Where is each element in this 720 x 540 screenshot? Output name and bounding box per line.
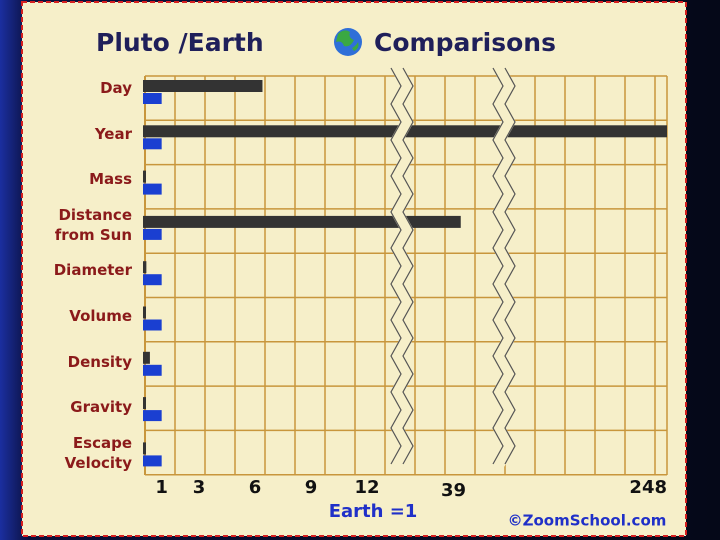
bar [143,93,162,104]
panel [21,1,687,537]
chart-title: Pluto /Earth [96,28,264,57]
bar [143,410,162,422]
bar [143,138,162,150]
bar [143,364,162,376]
bar [143,170,146,183]
bar [143,228,162,240]
axis-break [402,67,414,465]
x-tick-label: 6 [249,477,262,498]
x-tick-label: 12 [354,477,379,498]
bar [143,183,162,195]
bar [143,261,147,274]
bar [143,274,162,286]
bar [143,455,162,467]
category-label: Day [100,79,132,97]
x-axis-label: Earth =1 [329,501,418,522]
bar [143,319,162,331]
category-label: Year [94,124,132,143]
globe-icon [334,28,362,56]
bar [143,306,146,319]
category-label: Escape Velocity [64,433,132,472]
category-label: Mass [89,170,132,189]
category-label: Gravity [70,398,132,417]
category-label: Distance from Sun [54,205,132,244]
x-tick-label: 248 [629,477,667,498]
x-tick-label: 39 [441,480,466,501]
x-tick-label: 9 [305,477,318,498]
axis-break [504,67,516,465]
axis-break [492,67,504,465]
bar [143,351,150,364]
category-label: Diameter [53,261,132,280]
chart-title: Comparisons [374,28,556,57]
bar [143,397,146,410]
category-label: Density [67,352,132,371]
axis-break [492,65,516,467]
axis-break [390,67,402,465]
x-tick-label: 1 [155,477,168,498]
category-label: Volume [69,307,132,325]
credit: ©ZoomSchool.com [508,512,667,530]
bar [143,215,461,228]
x-tick-label: 3 [193,477,206,498]
bar [143,80,263,92]
bar [143,442,146,455]
axis-break [390,65,414,467]
